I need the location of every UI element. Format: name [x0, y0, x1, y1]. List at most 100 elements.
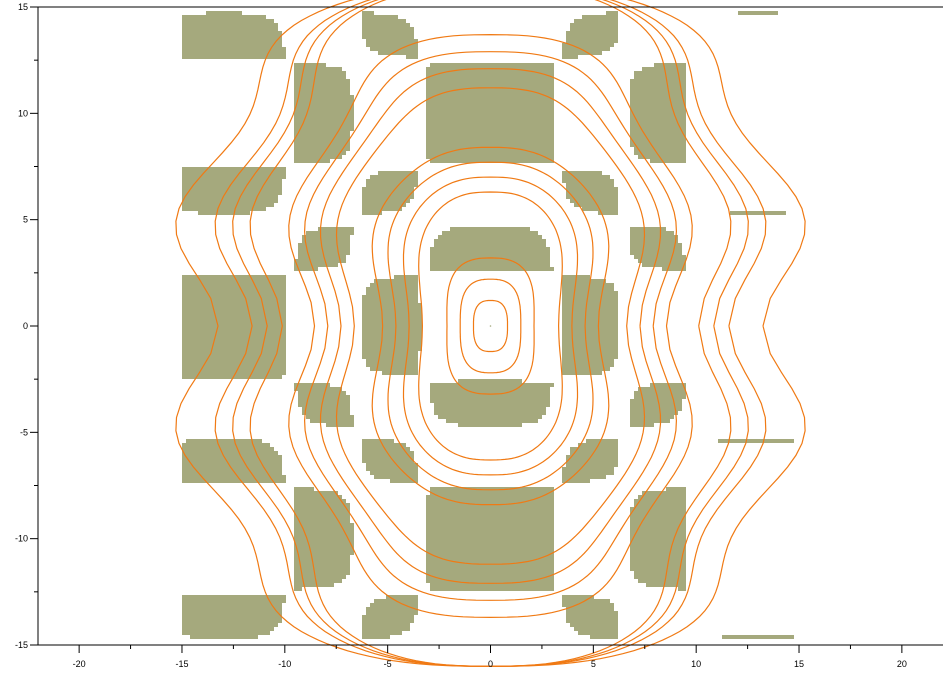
shaded-field-cell — [426, 555, 554, 559]
contour-line-outer — [303, 51, 678, 601]
shaded-field-cell — [294, 507, 350, 511]
shaded-field-cell — [566, 619, 618, 623]
shaded-field-cell — [182, 327, 286, 331]
contour-line-mid — [402, 176, 579, 476]
shaded-field-cell — [182, 27, 278, 31]
shaded-field-cell — [370, 47, 418, 51]
shaded-field-cell — [366, 467, 418, 471]
shaded-field-cell — [182, 207, 266, 211]
shaded-field-cell — [630, 531, 686, 535]
shaded-field-cell — [562, 471, 614, 475]
shaded-field-cell — [182, 23, 278, 27]
shaded-field-cell — [562, 179, 614, 183]
shaded-field-cell — [374, 279, 418, 283]
shaded-field-cell — [294, 491, 338, 495]
shaded-field-cell — [430, 267, 554, 271]
x-tick-label: -10 — [278, 659, 291, 669]
shaded-field-cell — [362, 331, 422, 335]
shaded-field-cell — [566, 611, 618, 615]
shaded-field-cell — [298, 403, 350, 407]
shaded-field-cell — [630, 99, 686, 103]
shaded-field-cell — [182, 343, 286, 347]
shaded-field-cell — [362, 315, 422, 319]
shaded-field-cell — [426, 559, 554, 563]
shaded-field-cell — [426, 571, 554, 575]
shaded-field-cell — [562, 311, 618, 315]
shaded-field-cell — [294, 159, 330, 163]
shaded-field-cell — [318, 227, 354, 231]
shaded-field-cell — [630, 131, 686, 135]
shaded-field-cell — [430, 583, 554, 587]
shaded-field-cell — [630, 123, 686, 127]
shaded-field-cell — [430, 391, 550, 395]
shaded-field-cell — [294, 547, 354, 551]
shaded-field-cell — [362, 439, 394, 443]
shaded-field-cell — [362, 15, 398, 19]
shaded-field-cell — [562, 327, 618, 331]
shaded-field-cell — [294, 487, 314, 491]
shaded-field-cell — [426, 499, 554, 503]
shaded-field-cell — [426, 87, 554, 91]
contour-line-edge — [249, 0, 732, 667]
shaded-field-cell — [182, 199, 278, 203]
axes-layer: -20 -15 -10 -5 0 5 10 15 20 -15 -10 -5 0 5 10 15 — [15, 2, 943, 669]
shaded-field-cell — [430, 255, 550, 259]
shaded-field-cell — [294, 575, 346, 579]
shaded-field-cell — [182, 187, 282, 191]
shaded-field-cell — [182, 471, 282, 475]
shaded-field-cell — [634, 71, 686, 75]
shaded-field-cell — [630, 411, 678, 415]
shaded-field-cell — [638, 387, 686, 391]
shaded-field-cell — [182, 611, 282, 615]
y-tick-label: -15 — [15, 640, 28, 650]
shaded-field-cell — [566, 615, 618, 619]
shaded-field-cell — [446, 419, 538, 423]
shaded-field-cell — [630, 559, 686, 563]
shaded-field-cell — [294, 495, 342, 499]
shaded-field-cell — [426, 539, 554, 543]
shaded-field-cell — [182, 619, 282, 623]
shaded-field-cell — [294, 155, 342, 159]
shaded-field-cell — [434, 411, 546, 415]
shaded-field-cell — [182, 347, 286, 351]
shaded-field-cell — [426, 579, 554, 583]
shaded-field-cell — [438, 415, 542, 419]
shaded-field-cell — [434, 243, 546, 247]
shaded-field-cell — [182, 451, 278, 455]
shaded-field-cell — [630, 143, 686, 147]
shaded-field-cell — [366, 291, 418, 295]
shaded-field-cell — [294, 579, 342, 583]
shaded-field-cell — [182, 359, 286, 363]
shaded-field-cell — [630, 111, 686, 115]
shaded-field-cell — [426, 95, 554, 99]
shaded-field-cell — [634, 151, 686, 155]
shaded-field-cell — [306, 415, 354, 419]
shaded-field-cell — [294, 263, 338, 267]
shaded-field-cell — [630, 239, 678, 243]
shaded-field-cell — [294, 563, 350, 567]
y-tick-label: -5 — [20, 427, 28, 437]
shaded-field-cell — [630, 139, 686, 143]
shaded-field-cell — [638, 155, 686, 159]
shaded-field-cell — [182, 31, 282, 35]
shaded-field-cell — [294, 75, 346, 79]
shaded-field-cell — [426, 115, 554, 119]
shaded-field-cell — [298, 255, 346, 259]
shaded-field-cell — [374, 475, 418, 479]
shaded-field-cell — [182, 287, 286, 291]
shaded-field-cell — [562, 603, 614, 607]
shaded-field-cell — [182, 291, 286, 295]
shaded-field-cell — [426, 147, 554, 151]
shaded-field-cell — [562, 171, 602, 175]
shaded-field-cell — [430, 159, 554, 163]
shaded-field-cell — [426, 127, 554, 131]
shaded-field-cell — [366, 183, 418, 187]
shaded-field-cell — [294, 119, 354, 123]
shaded-field-cell — [562, 283, 614, 287]
shaded-field-cell — [630, 515, 686, 519]
shaded-field-cell — [566, 607, 614, 611]
shaded-field-cell — [630, 79, 686, 83]
shaded-field-cell — [606, 11, 618, 15]
shaded-field-cell — [406, 55, 418, 59]
shaded-field-cell — [426, 99, 554, 103]
